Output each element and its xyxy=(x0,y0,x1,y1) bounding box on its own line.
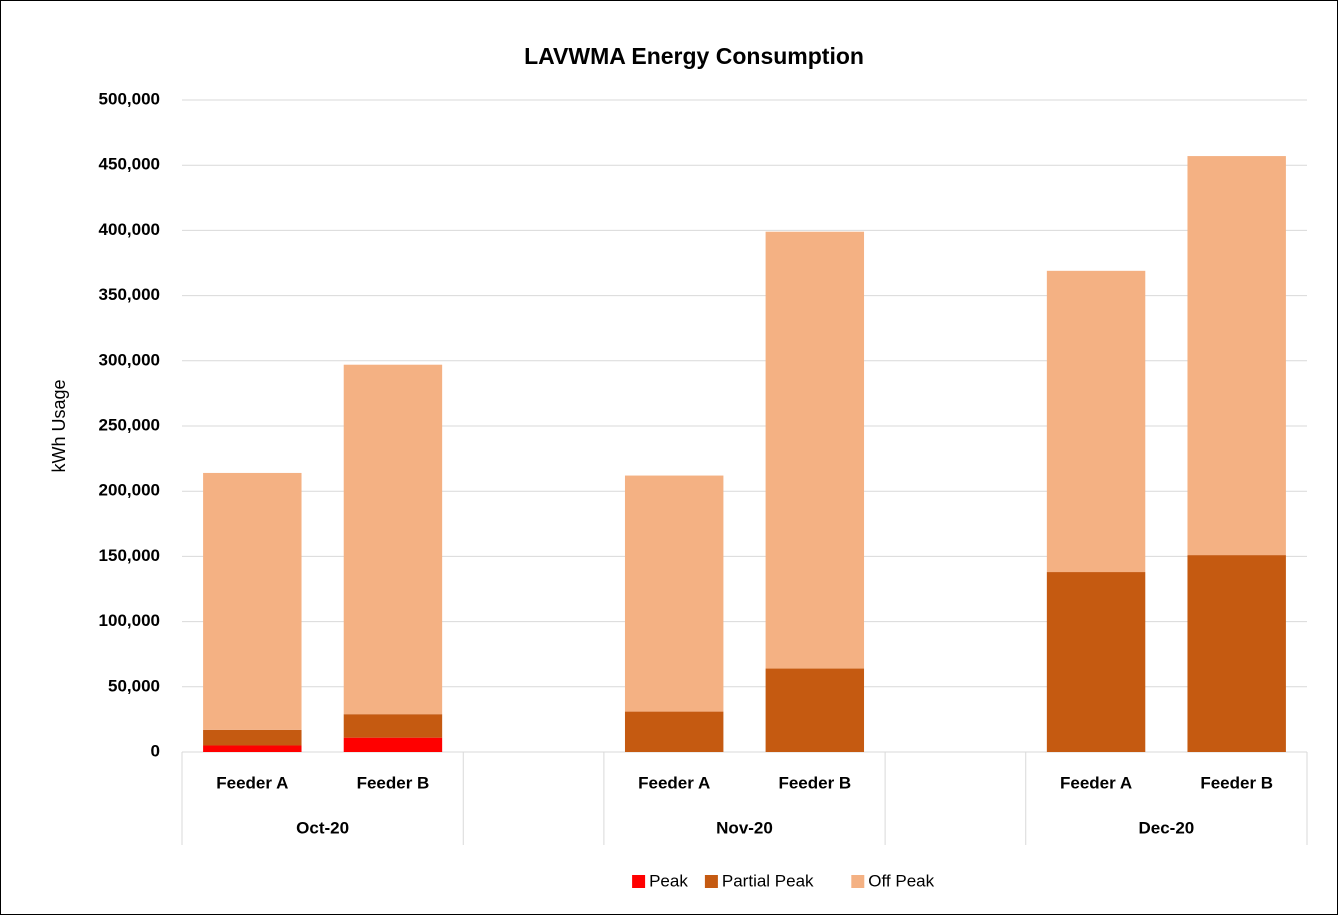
group-label: Dec-20 xyxy=(1138,818,1194,837)
y-tick-label: 350,000 xyxy=(99,285,160,304)
bar-segment xyxy=(1187,156,1286,556)
bar-segment xyxy=(624,475,724,712)
bar-segment xyxy=(203,472,302,730)
legend-label: Partial Peak xyxy=(722,871,814,890)
y-tick-label: 150,000 xyxy=(99,546,160,565)
y-tick-label: 200,000 xyxy=(99,481,160,500)
x-tick-label: Feeder B xyxy=(1200,773,1273,792)
y-tick-label: 300,000 xyxy=(99,350,160,369)
y-tick-label: 250,000 xyxy=(99,415,160,434)
y-tick-label: 500,000 xyxy=(99,89,160,108)
group-label: Oct-20 xyxy=(296,818,349,837)
x-tick-label: Feeder A xyxy=(216,773,288,792)
x-tick-label: Feeder B xyxy=(778,773,851,792)
bar-segment xyxy=(203,729,302,746)
y-tick-label: 100,000 xyxy=(99,611,160,630)
bar-segment xyxy=(765,231,865,669)
x-tick-label: Feeder A xyxy=(1060,773,1132,792)
chart-title: LAVWMA Energy Consumption xyxy=(524,43,864,69)
bar-segment xyxy=(1046,270,1146,573)
bar-segment xyxy=(343,364,443,715)
bar-segment xyxy=(203,745,302,752)
bar-segment xyxy=(624,711,724,752)
legend-swatch xyxy=(851,875,865,888)
y-tick-label: 50,000 xyxy=(108,676,160,695)
y-tick-label: 400,000 xyxy=(99,220,160,239)
legend-swatch xyxy=(704,875,718,888)
bar-segment xyxy=(1046,572,1146,752)
y-axis-label: kWh Usage xyxy=(49,379,69,472)
y-tick-label: 450,000 xyxy=(99,155,160,174)
x-tick-label: Feeder A xyxy=(638,773,710,792)
bar-segment xyxy=(1187,555,1286,752)
legend-label: Off Peak xyxy=(868,871,934,890)
legend-label: Peak xyxy=(649,871,688,890)
y-tick-label: 0 xyxy=(151,741,160,760)
legend-swatch xyxy=(632,875,646,888)
bar-segment xyxy=(343,737,443,752)
group-label: Nov-20 xyxy=(716,818,773,837)
bar-segment xyxy=(765,668,865,752)
bar-segment xyxy=(343,714,443,738)
x-tick-label: Feeder B xyxy=(357,773,430,792)
